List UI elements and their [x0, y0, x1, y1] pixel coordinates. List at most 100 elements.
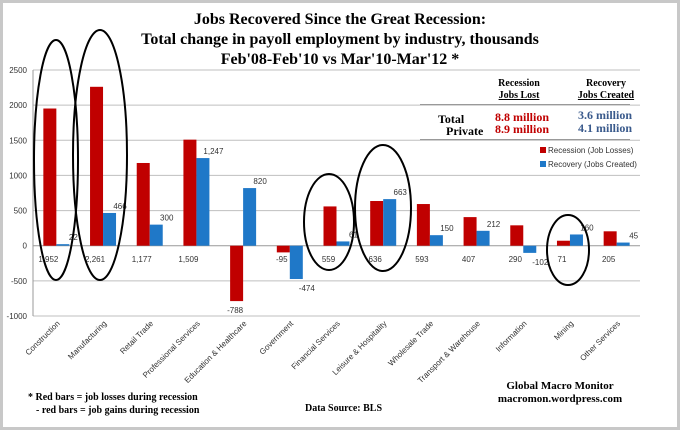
- row-total-label: Total: [438, 112, 465, 126]
- col2-header-line1: Recovery: [586, 78, 626, 89]
- legend-item-recession: Recession (Job Losses): [540, 146, 637, 155]
- x-tick-label: Construction: [24, 319, 62, 357]
- bar-recovery: [289, 245, 303, 280]
- bar-recession: [416, 204, 430, 246]
- table-rule: [420, 104, 630, 105]
- x-tick-label: Government: [258, 319, 296, 357]
- row-total-lost: 8.8 million: [495, 110, 550, 124]
- bar-recovery: [149, 224, 163, 246]
- chart-title-line-2: Total change in payoll employment by ind…: [141, 31, 539, 48]
- data-label-recession: 593: [415, 255, 429, 264]
- bar-recession: [463, 217, 477, 246]
- y-tick-label: 2000: [9, 101, 27, 110]
- x-tick-label: Wholesale Trade: [386, 319, 435, 368]
- bar-recession: [556, 240, 570, 246]
- footnote-line-2: - red bars = job gains during recession: [36, 405, 200, 416]
- data-label-recession: 559: [322, 255, 336, 264]
- legend-label-recovery: Recovery (Jobs Created): [548, 160, 637, 169]
- data-label-recession: -95: [276, 255, 288, 264]
- y-tick-label: -500: [11, 277, 28, 286]
- legend-item-recovery: Recovery (Jobs Created): [540, 160, 637, 169]
- bar-recession: [183, 139, 197, 246]
- x-tick-label: Other Services: [578, 319, 622, 363]
- data-label-recession: 1,509: [178, 255, 199, 264]
- data-label-recession: 2,261: [85, 255, 106, 264]
- data-label-recession: 1,177: [132, 255, 153, 264]
- bar-recovery: [243, 188, 257, 246]
- bar-recovery: [196, 158, 210, 246]
- col1-header-line1: Recession: [498, 78, 540, 89]
- footnote-line-1: * Red bars = job losses during recession: [28, 392, 198, 403]
- x-tick-label: Retail Trade: [118, 319, 155, 356]
- bar-recession: [136, 162, 150, 246]
- annotation-ellipse: [303, 173, 355, 271]
- y-tick-label: 0: [23, 242, 28, 251]
- bar-recession: [323, 206, 337, 246]
- row-private-created: 4.1 million: [578, 121, 633, 135]
- data-label-recovery: 45: [629, 232, 638, 241]
- data-label-recovery: -102: [532, 258, 549, 267]
- chart-title-line-1: Jobs Recovered Since the Great Recession…: [193, 11, 487, 28]
- bar-recovery: [336, 241, 350, 246]
- data-label-recession: 407: [462, 255, 476, 264]
- annotation-ellipse: [72, 29, 128, 281]
- legend-swatch-recession: [540, 147, 546, 153]
- data-label-recovery: 466: [113, 202, 127, 211]
- y-tick-label: 1000: [9, 171, 27, 180]
- data-label-recovery: 300: [160, 214, 174, 223]
- bar-recession: [90, 86, 104, 246]
- data-label-recession: 290: [509, 255, 523, 264]
- data-label-recovery: -474: [299, 284, 316, 293]
- x-tick-label: Mining: [552, 319, 575, 342]
- annotation-ellipse: [33, 39, 79, 281]
- data-label-recovery: 212: [487, 220, 501, 229]
- annotation-ellipse: [354, 144, 412, 272]
- data-label-recovery: 160: [580, 223, 594, 232]
- y-tick-label: 1500: [9, 136, 27, 145]
- bar-recession: [276, 245, 290, 253]
- bar-recovery: [103, 212, 117, 246]
- row-total-created: 3.6 million: [578, 108, 633, 122]
- x-tick-label: Financial Services: [290, 319, 342, 371]
- y-tick-label: 500: [14, 207, 28, 216]
- y-tick-label: -1000: [7, 312, 28, 321]
- data-label-recession: 71: [558, 255, 567, 264]
- bar-recession: [510, 225, 524, 246]
- bar-recovery: [56, 244, 70, 246]
- col1-header-line2: Jobs Lost: [498, 90, 540, 101]
- table-rule-2: [420, 139, 630, 140]
- bar-recession: [603, 231, 617, 246]
- bar-recovery: [429, 235, 443, 246]
- data-label-recovery: 663: [394, 188, 408, 197]
- legend-label-recession: Recession (Job Losses): [548, 146, 634, 155]
- bar-recovery: [616, 242, 630, 246]
- credit-name: Global Macro Monitor: [506, 380, 614, 392]
- chart-title-line-3: Feb'08-Feb'10 vs Mar'10-Mar'12 *: [220, 51, 460, 68]
- bar-recession: [43, 108, 57, 246]
- data-label-recession: 205: [602, 255, 616, 264]
- x-tick-label: Manufacturing: [66, 319, 108, 361]
- annotation-ellipse: [546, 214, 590, 286]
- bar-recession: [370, 201, 384, 246]
- x-tick-label: Information: [494, 319, 529, 354]
- bar-recovery: [569, 234, 583, 246]
- legend-swatch-recovery: [540, 161, 546, 167]
- bar-recovery: [476, 230, 490, 246]
- bar-recovery: [523, 245, 537, 253]
- row-private-label: Private: [446, 124, 484, 138]
- data-label-recession: 636: [369, 255, 383, 264]
- data-label-recovery: 150: [440, 224, 454, 233]
- data-source: Data Source: BLS: [305, 403, 383, 414]
- row-private-lost: 8.9 million: [495, 122, 550, 136]
- y-tick-label: 2500: [9, 66, 27, 75]
- data-label-recession: 1,952: [38, 255, 59, 264]
- bar-recovery: [383, 199, 397, 246]
- data-label-recovery: 820: [253, 177, 267, 186]
- data-label-recovery: 1,247: [203, 147, 224, 156]
- credit-url: macromon.wordpress.com: [497, 393, 623, 405]
- col2-header-line2: Jobs Created: [577, 90, 635, 101]
- legend: Recession (Job Losses) Recovery (Jobs Cr…: [540, 146, 637, 169]
- bar-recession: [230, 245, 244, 302]
